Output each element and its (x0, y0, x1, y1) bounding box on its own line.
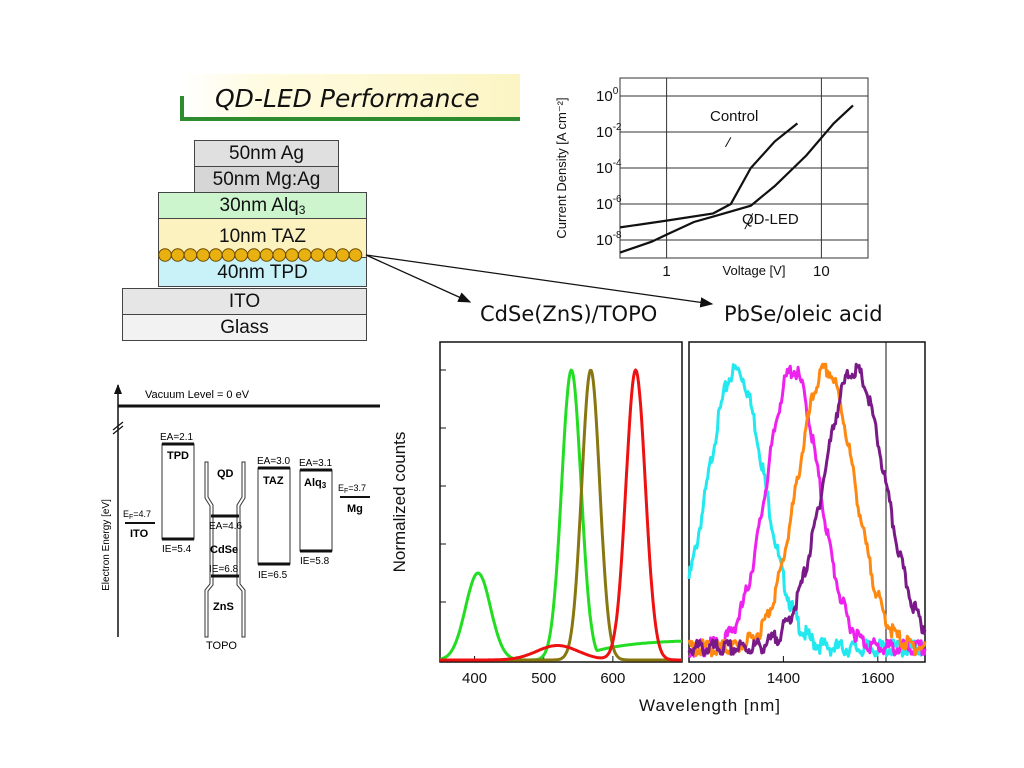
qd-label: QD (217, 468, 234, 480)
pl-spectra-chart: 400 500 600 1200 1400 1600 Normalized counts… (390, 341, 927, 715)
svg-text:EF=3.7: EF=3.7 (338, 483, 366, 495)
svg-text:IE=6.5: IE=6.5 (258, 570, 288, 581)
band-ylabel: Electron Energy [eV] (101, 499, 112, 591)
pbse-panel-title: PbSe/oleic acid (724, 302, 883, 326)
taz-label: TAZ (263, 475, 284, 487)
title-underline (180, 117, 520, 121)
iv-xtick-label: 10 (813, 263, 830, 280)
layer-alq3: 30nm Alq3 (158, 192, 367, 219)
spectrum-cdse-2 (439, 368, 683, 662)
svg-text:IE=5.4: IE=5.4 (162, 544, 192, 555)
vacuum-level-label: Vacuum Level = 0 eV (145, 389, 250, 401)
svg-text:IE=6.8: IE=6.8 (209, 564, 239, 575)
title-accent-bar (180, 96, 184, 120)
iv-chart: 100 10-2 10-4 10-6 10-8 1 10 Voltage [V] Curre… (554, 77, 869, 280)
mg-label: Mg (347, 503, 363, 515)
cdse-label: CdSe (210, 544, 238, 556)
iv-series-control (619, 122, 799, 229)
layer-ag: 50nm Ag (194, 140, 339, 167)
pl-xtick-label: 400 (462, 670, 487, 687)
svg-text:EF=4.7: EF=4.7 (123, 509, 151, 521)
pl-xlabel: Wavelength [nm] (639, 696, 781, 715)
spectrum-cdse-0 (439, 368, 683, 662)
zns-label: ZnS (213, 601, 234, 613)
alq3-label: Alq3 (304, 477, 327, 490)
arrow-to-cdse (365, 254, 472, 303)
iv-xtick-label: 1 (662, 263, 670, 280)
iv-ytick-label: 10-4 (596, 158, 622, 177)
svg-text:EA=3.0: EA=3.0 (257, 456, 291, 467)
svg-text:EA=2.1: EA=2.1 (160, 432, 194, 443)
layer-tpd: 40nm TPD (158, 257, 367, 287)
iv-xlabel: Voltage [V] (723, 263, 786, 278)
arrow-to-pbse (365, 254, 714, 308)
spectrum-pbse-2 (687, 362, 927, 658)
ito-label: ITO (130, 528, 149, 540)
iv-series-label-control: Control (710, 108, 758, 125)
pl-xtick-label: 600 (600, 670, 625, 687)
iv-ytick-label: 10-6 (596, 194, 622, 213)
pl-xtick-label: 500 (531, 670, 556, 687)
quantum-dot (348, 248, 363, 262)
slide-title: QD-LED Performance (215, 84, 480, 113)
quantum-dot-layer (158, 248, 363, 262)
svg-text:EA=3.1: EA=3.1 (299, 458, 333, 469)
qd-left-wall (204, 461, 214, 638)
iv-ylabel: Current Density [A cm⁻²] (554, 97, 569, 238)
band-diagram: Electron Energy [eV] Vacuum Level = 0 eV… (101, 384, 380, 652)
svg-text:IE=5.8: IE=5.8 (300, 556, 330, 567)
topo-label: TOPO (206, 640, 237, 652)
cdse-panel-title: CdSe(ZnS)/TOPO (480, 302, 658, 326)
pl-xtick-label: 1400 (767, 670, 800, 687)
iv-ytick-label: 10-2 (596, 122, 622, 141)
iv-ytick-label: 10-8 (596, 230, 622, 249)
tpd-label: TPD (167, 450, 189, 462)
iv-series-qdled (619, 104, 854, 254)
spectrum-pbse-3 (687, 362, 927, 657)
svg-text:EA=4.6: EA=4.6 (209, 521, 243, 532)
iv-series-label-qdled: QD-LED (742, 211, 799, 228)
pl-ylabel: Normalized counts (390, 432, 409, 573)
pl-xtick-label: 1600 (861, 670, 894, 687)
title-banner (180, 74, 520, 120)
layer-glass: Glass (122, 314, 367, 341)
energy-axis-arrowhead (114, 384, 122, 394)
pl-xtick-label: 1200 (672, 670, 705, 687)
qd-right-wall (236, 461, 246, 638)
iv-ytick-label: 100 (596, 86, 619, 105)
